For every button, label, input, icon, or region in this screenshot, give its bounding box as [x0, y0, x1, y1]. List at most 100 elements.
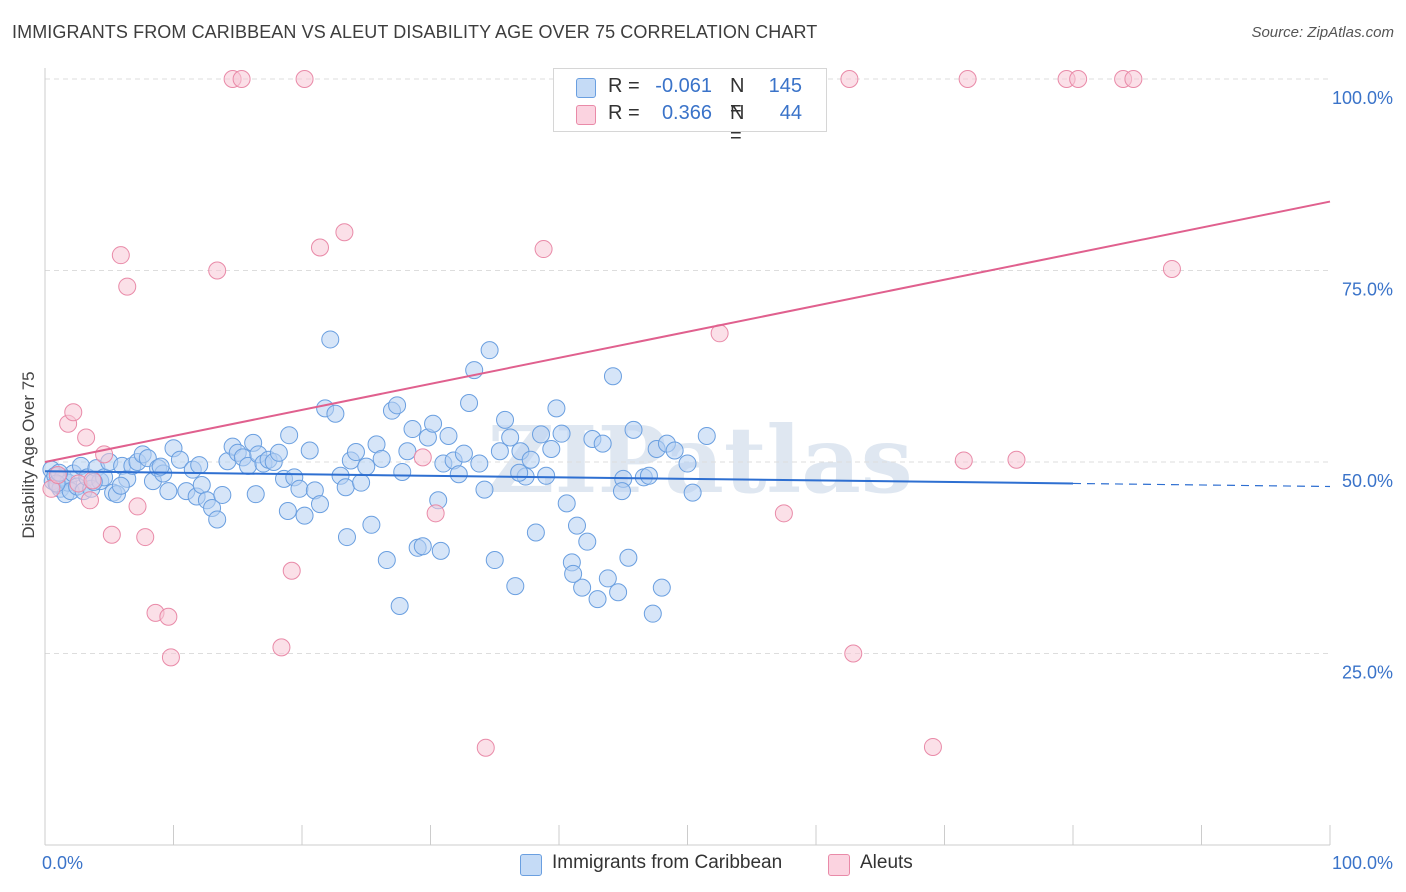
- stats-legend: R = -0.061 N = 145 R = 0.366 N = 44: [553, 68, 827, 147]
- point-aleuts: [118, 277, 137, 296]
- point-aleuts: [102, 525, 121, 544]
- r-value: -0.061: [655, 75, 712, 97]
- trendline-caribbean-extension: [1072, 482, 1331, 488]
- legend-label-aleuts: Aleuts: [860, 852, 913, 873]
- point-caribbean: [362, 515, 381, 534]
- point-caribbean: [159, 482, 178, 501]
- point-caribbean: [326, 404, 345, 423]
- trendline-aleuts: [44, 200, 1331, 463]
- n-label: N =: [730, 75, 745, 120]
- point-aleuts: [272, 638, 291, 657]
- point-caribbean: [683, 483, 702, 502]
- x-tick-label: 100.0%: [1332, 853, 1393, 873]
- point-aleuts: [136, 528, 155, 547]
- point-aleuts: [1162, 259, 1181, 278]
- point-caribbean: [697, 426, 716, 445]
- point-caribbean: [337, 528, 356, 547]
- point-caribbean: [439, 426, 458, 445]
- point-caribbean: [357, 457, 376, 476]
- point-aleuts: [161, 648, 180, 667]
- point-caribbean: [624, 420, 643, 439]
- point-aleuts: [954, 451, 973, 470]
- point-aleuts: [128, 497, 147, 516]
- point-caribbean: [678, 454, 697, 473]
- point-aleuts: [159, 607, 178, 626]
- point-caribbean: [578, 532, 597, 551]
- point-caribbean: [460, 394, 479, 413]
- point-caribbean: [603, 367, 622, 386]
- point-aleuts: [1069, 70, 1088, 88]
- point-caribbean: [346, 443, 365, 462]
- point-caribbean: [588, 590, 607, 609]
- trendline-caribbean: [44, 470, 1074, 485]
- point-caribbean: [573, 578, 592, 597]
- r-label: R =: [608, 75, 640, 97]
- point-caribbean: [295, 506, 314, 525]
- point-aleuts: [426, 504, 445, 523]
- point-aleuts: [310, 238, 329, 257]
- point-caribbean: [547, 399, 566, 418]
- point-caribbean: [643, 604, 662, 623]
- point-caribbean: [537, 466, 556, 485]
- point-caribbean: [208, 510, 227, 529]
- y-tick-label: 100.0%: [1332, 88, 1393, 108]
- n-value: 145: [768, 75, 802, 97]
- point-aleuts: [413, 448, 432, 467]
- point-caribbean: [190, 456, 209, 475]
- point-aleuts: [80, 491, 99, 510]
- source-label: Source: ZipAtlas.com: [1251, 24, 1394, 41]
- point-caribbean: [526, 523, 545, 542]
- point-caribbean: [449, 465, 468, 484]
- point-caribbean: [593, 434, 612, 453]
- legend-swatch-caribbean: [520, 854, 542, 876]
- point-caribbean: [310, 495, 329, 514]
- point-aleuts: [282, 561, 301, 580]
- point-caribbean: [300, 441, 319, 460]
- point-aleuts: [295, 70, 314, 88]
- r-label: R =: [608, 102, 640, 124]
- point-aleuts: [83, 471, 102, 490]
- point-caribbean: [510, 463, 529, 482]
- point-caribbean: [170, 450, 189, 469]
- point-caribbean: [609, 583, 628, 602]
- point-aleuts: [840, 70, 859, 88]
- point-caribbean: [192, 475, 211, 494]
- point-caribbean: [246, 485, 265, 504]
- point-caribbean: [454, 444, 473, 463]
- point-caribbean: [490, 442, 509, 461]
- point-caribbean: [269, 443, 288, 462]
- point-caribbean: [372, 449, 391, 468]
- chart-title: IMMIGRANTS FROM CARIBBEAN VS ALEUT DISAB…: [12, 22, 818, 42]
- point-caribbean: [390, 597, 409, 616]
- point-caribbean: [290, 479, 309, 498]
- point-caribbean: [564, 564, 583, 583]
- point-caribbean: [619, 548, 638, 567]
- point-caribbean: [151, 457, 170, 476]
- point-caribbean: [612, 482, 631, 501]
- point-caribbean: [552, 424, 571, 443]
- point-aleuts: [64, 403, 83, 422]
- point-caribbean: [652, 578, 671, 597]
- y-tick-label: 75.0%: [1342, 280, 1393, 300]
- point-aleuts: [77, 428, 96, 447]
- point-caribbean: [475, 480, 494, 499]
- y-tick-label: 50.0%: [1342, 471, 1393, 491]
- legend-swatch-caribbean: [576, 78, 596, 98]
- point-caribbean: [413, 537, 432, 556]
- point-aleuts: [476, 738, 495, 757]
- point-caribbean: [424, 414, 443, 433]
- point-aleuts: [208, 261, 227, 280]
- point-caribbean: [598, 569, 617, 588]
- point-caribbean: [496, 410, 515, 429]
- point-caribbean: [213, 485, 232, 504]
- point-caribbean: [388, 396, 407, 415]
- point-aleuts: [1007, 450, 1026, 469]
- point-caribbean: [506, 577, 525, 596]
- point-aleuts: [111, 246, 130, 265]
- point-caribbean: [480, 341, 499, 360]
- point-caribbean: [336, 478, 355, 497]
- point-caribbean: [521, 450, 540, 469]
- point-aleuts: [844, 644, 863, 663]
- point-caribbean: [431, 541, 450, 560]
